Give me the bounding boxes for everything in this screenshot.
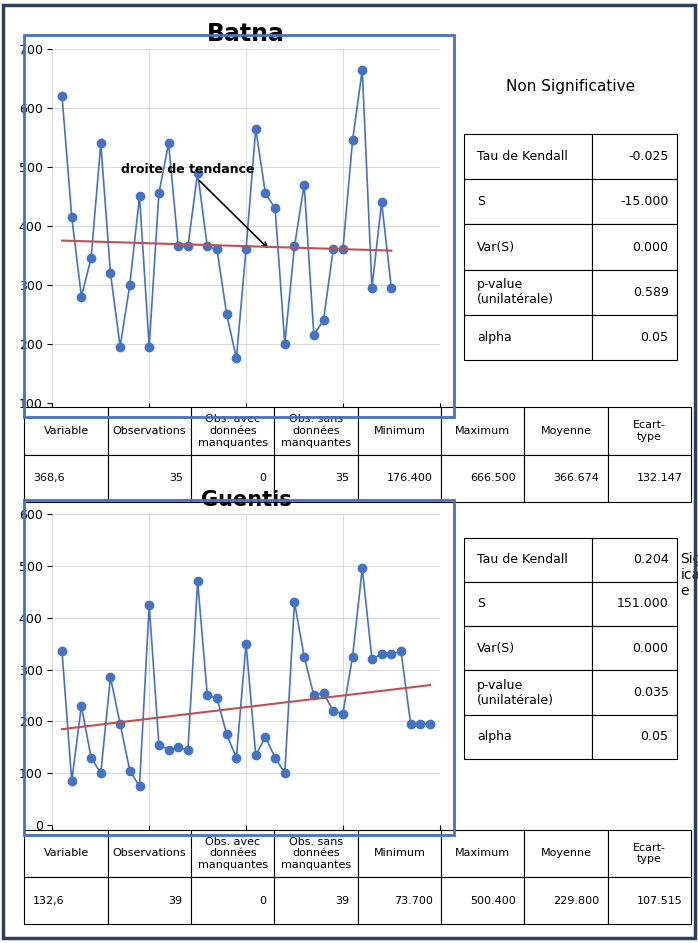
Title: Guentis: Guentis	[200, 489, 292, 509]
Text: droite de tendance: droite de tendance	[121, 163, 267, 247]
Text: Signif
icativ
e: Signif icativ e	[681, 552, 698, 598]
Text: Non Significative: Non Significative	[506, 79, 635, 94]
Title: Batna: Batna	[207, 22, 285, 45]
